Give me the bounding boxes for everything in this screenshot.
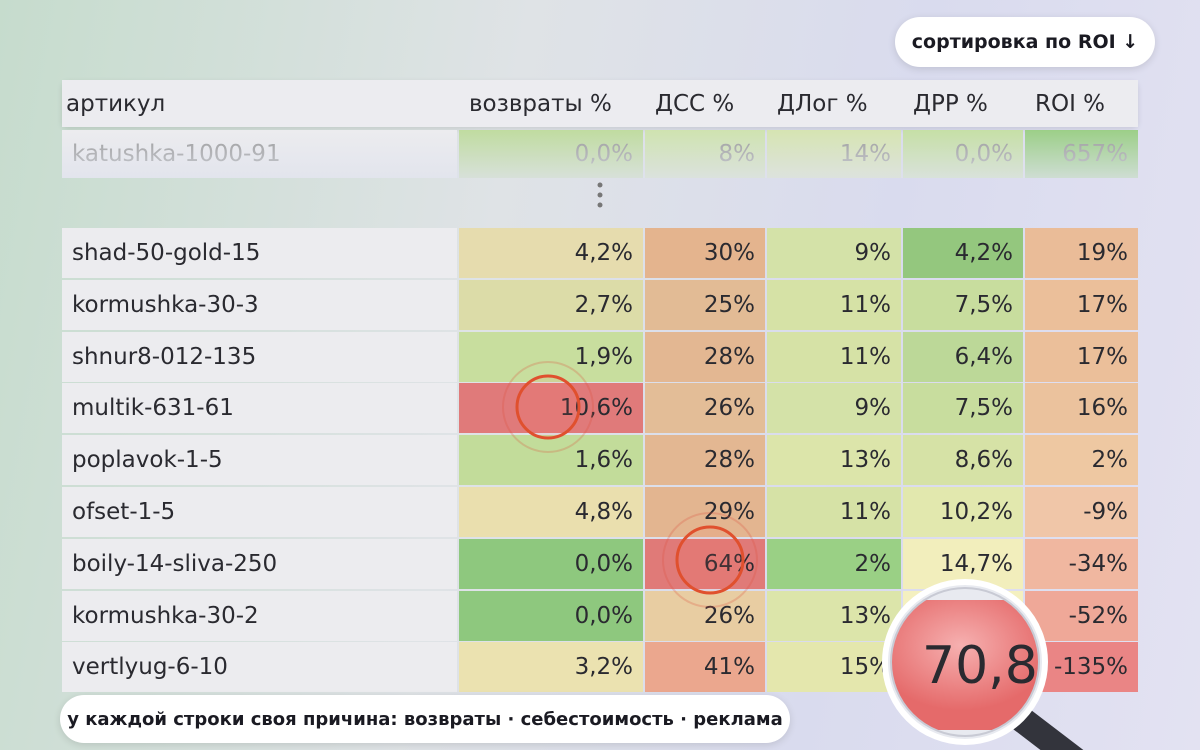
column-header: ДРР % [903,80,1023,127]
value-cell: 0,0% [459,590,643,641]
value-cell: 26% [645,383,765,434]
value-cell: 30% [645,228,765,278]
value-cell: 2% [767,538,901,589]
value-cell: 2,7% [459,279,643,330]
value-cell: 17% [1025,279,1138,330]
value-cell: 11% [767,487,901,537]
column-header: возвраты % [459,80,643,127]
value-cell: -52% [1025,590,1138,641]
value-cell: 9% [767,383,901,434]
caption: у каждой строки своя причина: возвраты ·… [60,695,790,743]
value-cell: 16% [1025,383,1138,434]
sku-cell: shnur8-012-135 [62,331,457,382]
value-cell: 28% [645,435,765,486]
sku-cell: kormushka-30-2 [62,590,457,641]
column-header: ДСС % [645,80,765,127]
value-cell: 41% [645,642,765,693]
sku-cell: ofset-1-5 [62,487,457,537]
value-cell: 25% [645,279,765,330]
highlight-circle [675,525,745,595]
fade [62,130,1138,178]
value-cell: 10,6% [459,383,643,434]
value-cell: 4,8% [459,487,643,537]
value-cell: 0,0% [459,538,643,589]
sku-cell: poplavok-1-5 [62,435,457,486]
value-cell: 2% [1025,435,1138,486]
value-cell: 4,2% [903,228,1023,278]
value-cell: 3,2% [459,642,643,693]
sku-cell: multik-631-61 [62,383,457,434]
value-cell: 9% [767,228,901,278]
magnifier-handle [1007,705,1084,750]
value-cell: 11% [767,331,901,382]
magnifier-cell [891,600,1039,730]
magnifier-text: 70,8% [922,636,1087,696]
column-header: артикул [62,80,457,127]
value-cell: 4,2% [459,228,643,278]
value-cell: 10,2% [903,487,1023,537]
value-cell: 26% [645,590,765,641]
value-cell: 1,6% [459,435,643,486]
value-cell: 64% [645,538,765,589]
column-header: ROI % [1025,80,1138,127]
highlight-ring [502,361,594,453]
value-cell: 17% [1025,331,1138,382]
value-cell: 8,6% [903,435,1023,486]
value-cell: 19% [1025,228,1138,278]
value-cell: 14,7% [903,538,1023,589]
dot [597,202,603,208]
value-cell: 13% [767,435,901,486]
sku-cell: boily-14-sliva-250 [62,538,457,589]
dot [597,192,603,198]
sort-badge[interactable]: сортировка по ROI ↓ [895,17,1155,67]
column-header: ДЛог % [767,80,901,127]
value-cell: 7,5% [903,279,1023,330]
value-cell: 11% [767,279,901,330]
sku-cell: shad-50-gold-15 [62,228,457,278]
value-cell: 7,5% [903,383,1023,434]
value-cell: 6,4% [903,331,1023,382]
value-cell: -34% [1025,538,1138,589]
value-cell: 13% [767,590,901,641]
highlight-circle [515,374,581,440]
value-cell: 28% [645,331,765,382]
dot [597,182,603,188]
sku-cell: vertlyug-6-10 [62,642,457,693]
value-cell: 1,9% [459,331,643,382]
value-cell: -9% [1025,487,1138,537]
magnifier-glass [890,587,1040,737]
value-cell: 15% [767,642,901,693]
highlight-ring [662,512,758,608]
sku-cell: kormushka-30-3 [62,279,457,330]
